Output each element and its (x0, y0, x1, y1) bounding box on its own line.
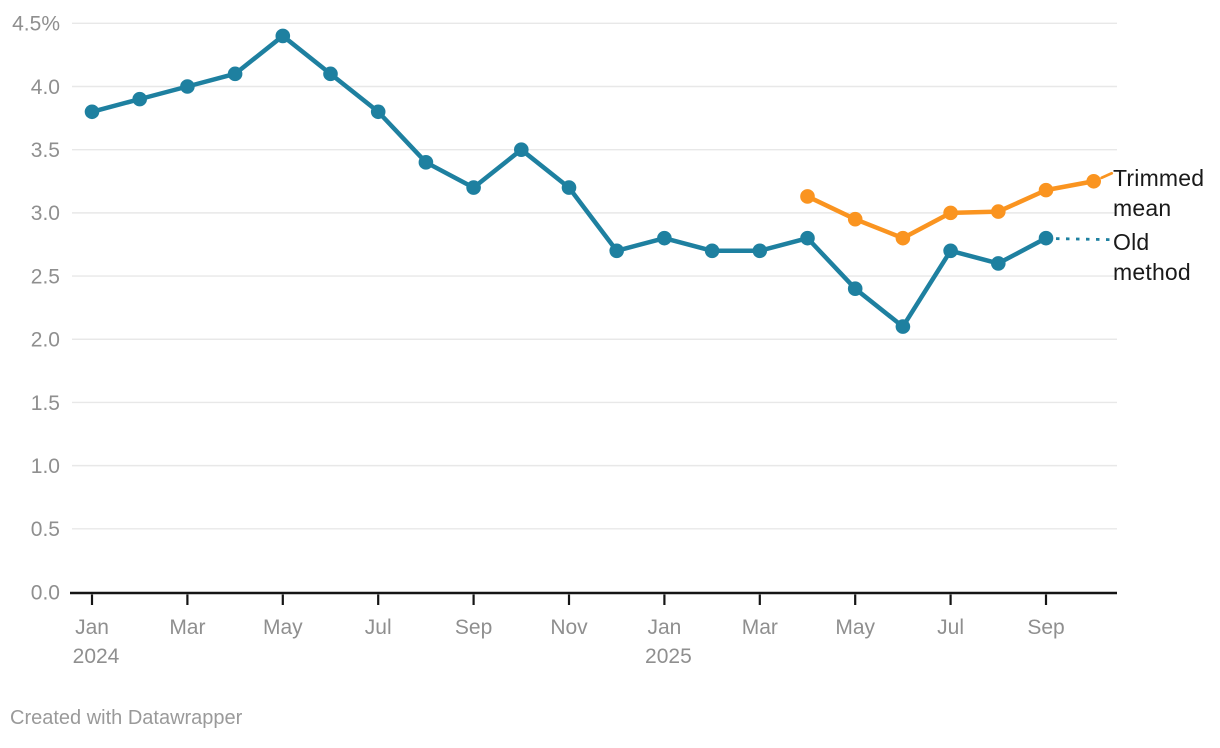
x-axis-label: Jul (365, 616, 392, 639)
x-axis-label: Mar (169, 616, 205, 639)
chart-plot-area: 0.0 0.5 1.0 1.5 2.0 2.5 3.0 3.5 4.0 4.5% Jan 2024 Ma… (12, 13, 1117, 668)
data-point-old-method (323, 66, 338, 82)
y-axis-label: 2.0 (31, 329, 60, 352)
y-axis-label: 0.0 (31, 581, 60, 604)
y-axis-label: 1.0 (31, 455, 60, 478)
y-axis-label: 2.5 (31, 265, 60, 288)
data-point-old-method (561, 180, 577, 195)
data-point-trimmed-mean (1086, 173, 1101, 189)
data-point-old-method (609, 243, 624, 259)
label-connector-dotted (1055, 237, 1111, 242)
x-axis-label: Nov (550, 616, 588, 639)
x-axis-label: May (263, 616, 303, 639)
x-axis-year-label: 2025 (645, 645, 692, 668)
data-point-old-method (1038, 230, 1054, 246)
data-point-old-method (657, 230, 672, 246)
data-point-old-method (370, 104, 386, 120)
data-point-trimmed-mean (800, 189, 815, 204)
data-point-old-method (704, 243, 720, 259)
x-axis-label: Mar (742, 616, 778, 639)
x-axis-label: Jan (647, 616, 681, 639)
y-axis-label: 1.5 (31, 392, 60, 415)
x-axis-label: Jul (937, 616, 964, 639)
data-point-trimmed-mean (943, 205, 958, 221)
data-point-old-method (84, 104, 100, 120)
x-axis-year-label: 2024 (73, 645, 120, 668)
y-axis-label: 4.0 (31, 76, 60, 99)
x-axis-label: May (835, 616, 875, 639)
data-point-old-method (132, 91, 147, 107)
label-connector-dash (1100, 171, 1114, 180)
y-axis-label: 3.5 (31, 139, 60, 162)
data-point-old-method (275, 28, 291, 44)
legend-label-trimmed-mean: Trimmed mean (1113, 165, 1205, 221)
data-point-old-method (752, 243, 768, 259)
data-point-trimmed-mean (991, 204, 1006, 219)
data-point-old-method (943, 243, 958, 259)
data-point-trimmed-mean (1038, 182, 1054, 198)
x-axis-label: Jan (75, 616, 109, 639)
data-point-old-method (418, 155, 434, 170)
x-axis-label: Sep (1027, 616, 1064, 639)
x-axis-label: Sep (455, 616, 492, 639)
data-point-old-method (514, 142, 529, 157)
data-point-trimmed-mean (847, 211, 863, 227)
data-point-old-method (800, 230, 815, 246)
datawrapper-credit-link[interactable]: Created with Datawrapper (10, 707, 243, 729)
data-point-old-method (895, 319, 911, 334)
data-point-old-method (180, 79, 195, 94)
legend-label-old-method: Old method (1113, 229, 1191, 285)
data-point-old-method (466, 180, 481, 195)
data-point-old-method (227, 66, 243, 82)
data-point-old-method (991, 256, 1006, 271)
y-axis-label: 4.5% (12, 13, 60, 36)
y-axis-label: 3.0 (31, 202, 60, 225)
data-point-trimmed-mean (895, 230, 911, 246)
data-point-old-method (847, 281, 863, 296)
y-axis-label: 0.5 (31, 518, 60, 541)
